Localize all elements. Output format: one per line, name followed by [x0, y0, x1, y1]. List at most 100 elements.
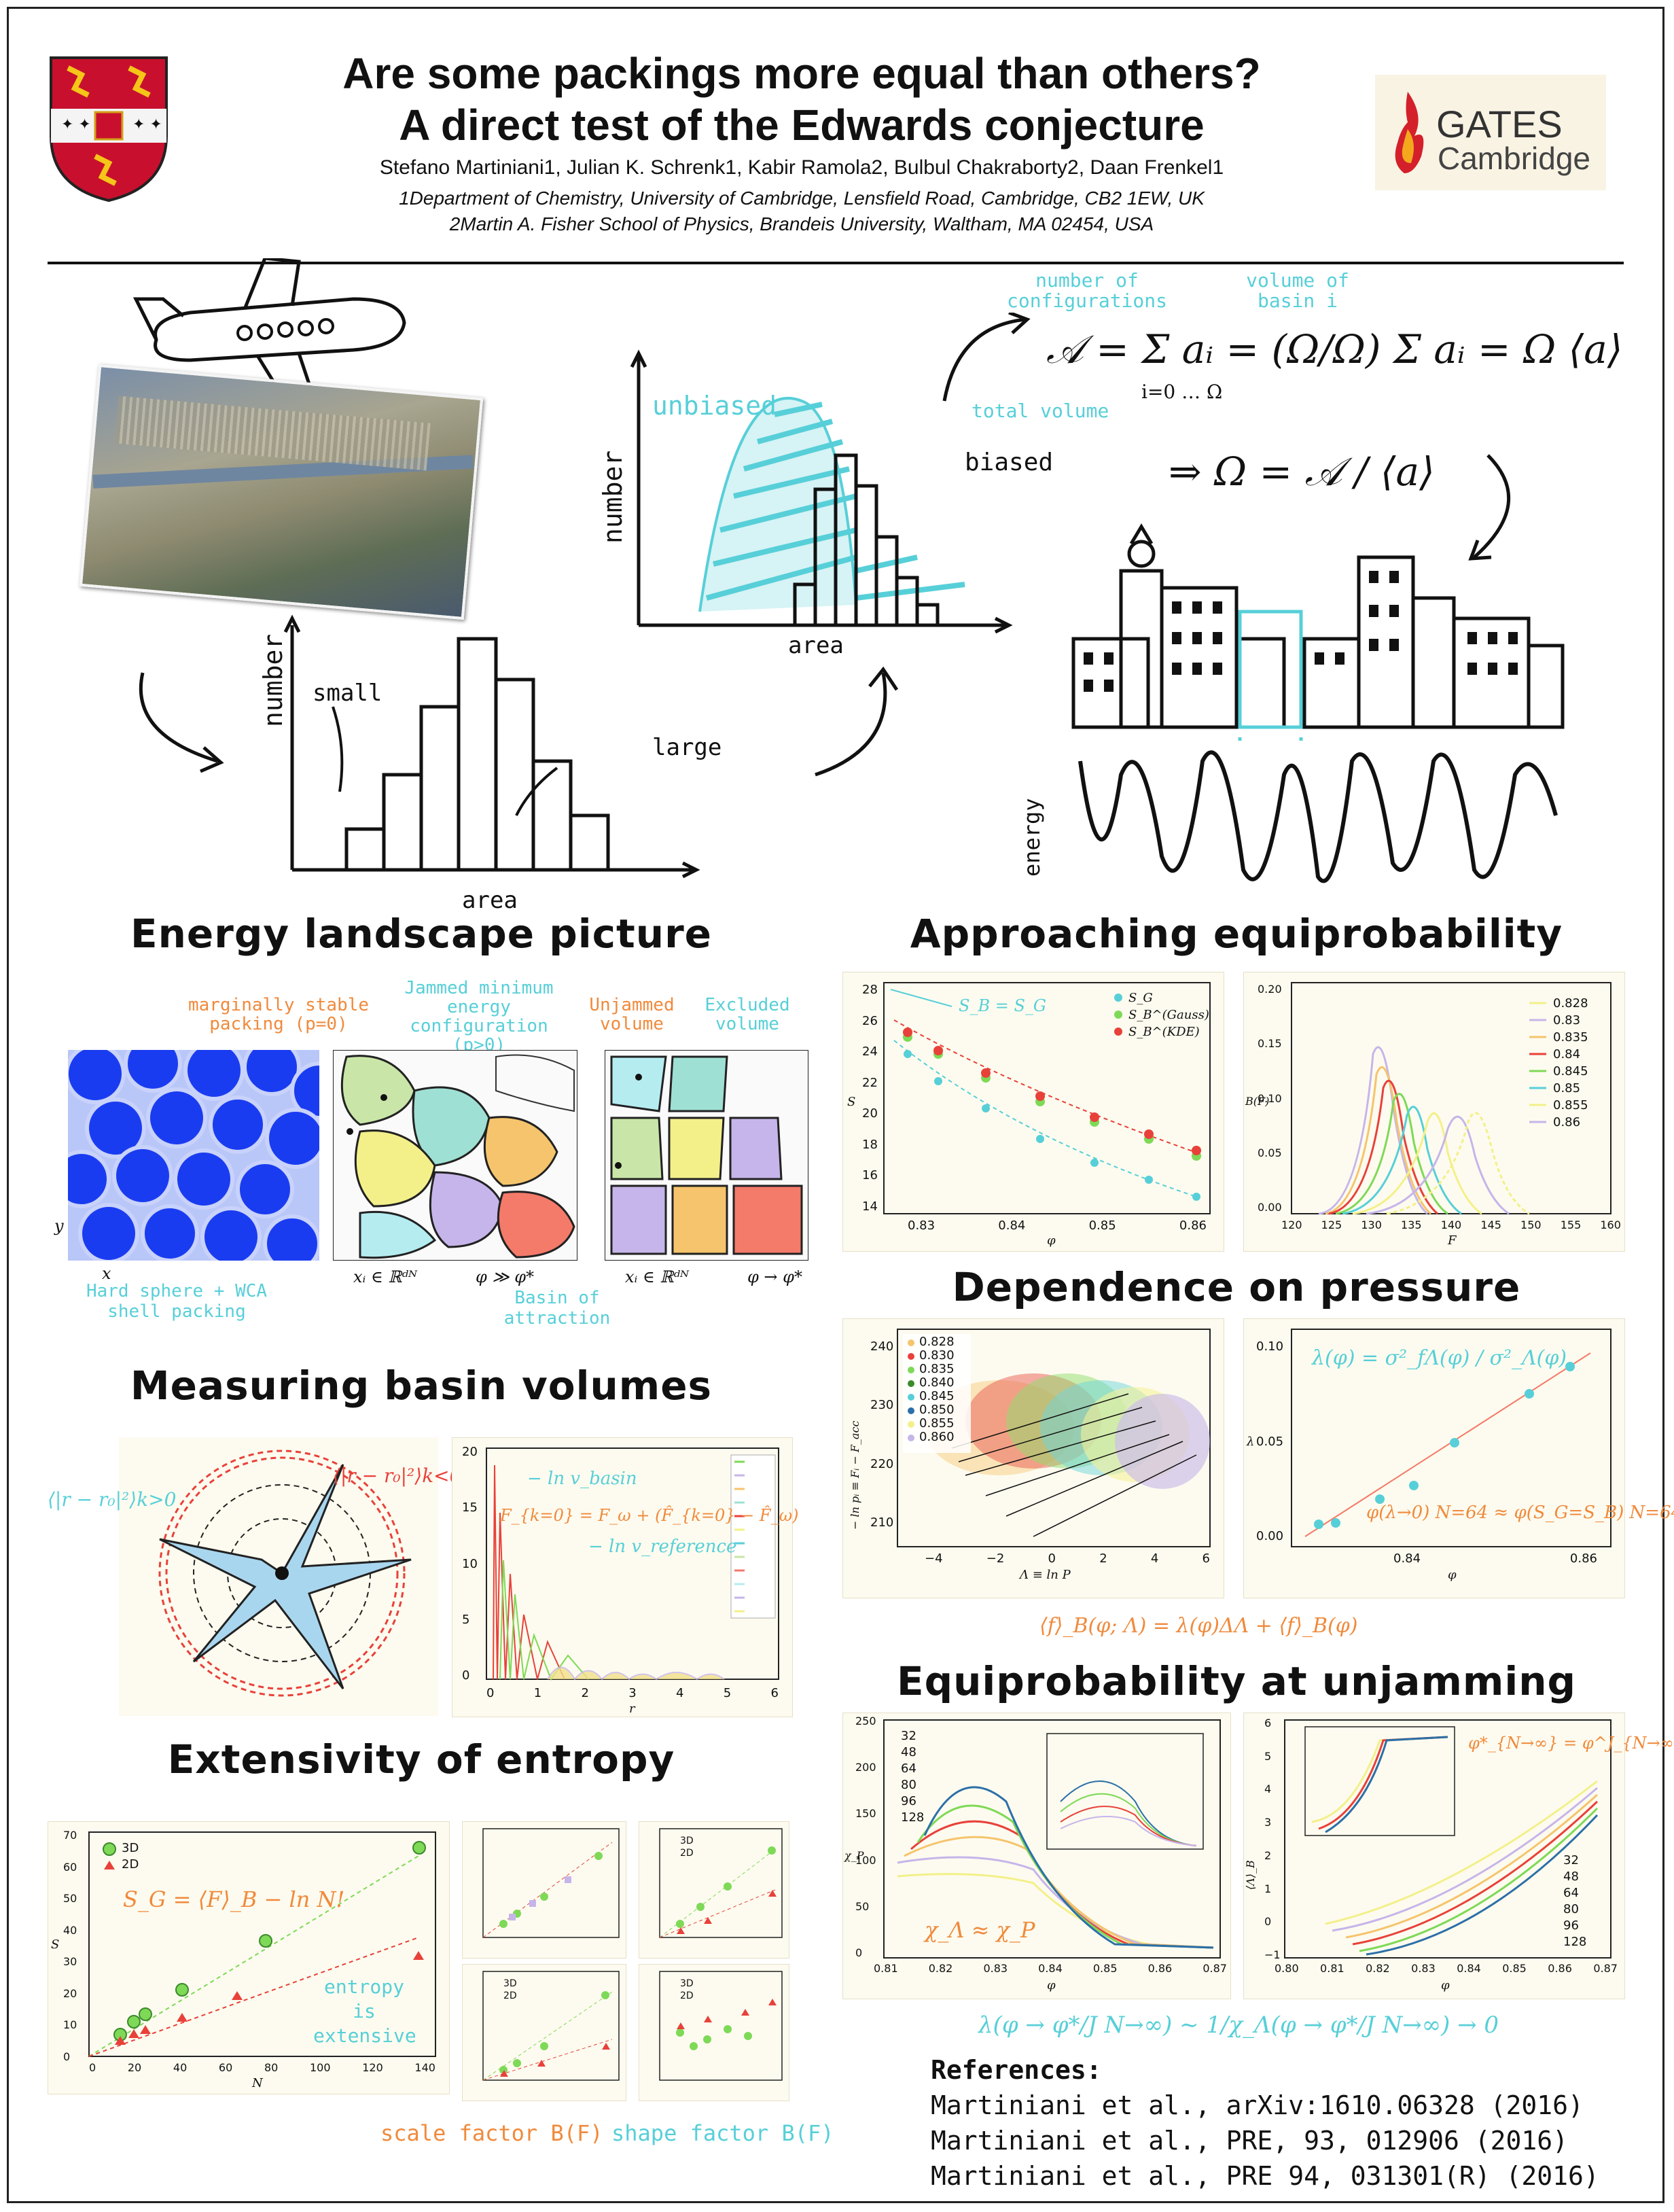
BF-plot: 0.828 0.83 0.835 0.84 0.845 0.85 0.855 0… — [1243, 972, 1625, 1252]
tick: 4 — [1264, 1783, 1272, 1796]
tick: 3 — [1264, 1816, 1272, 1829]
tick: 0.85 — [1092, 1962, 1118, 1975]
chi-xticks: 0.81 0.82 0.83 0.84 0.85 0.86 0.87 — [874, 1962, 1227, 1975]
subplot-sigma: 3D 2D — [462, 1964, 626, 2101]
label-marginal: marginally stable packing (p=0) — [188, 995, 370, 1034]
legend-item: 128 — [901, 1810, 925, 1825]
hist-xlabel: area — [462, 887, 518, 914]
reference-3[interactable]: Martiniani et al., PRE 94, 031301(R) (20… — [931, 2161, 1599, 2191]
tick: 0.87 — [1203, 1962, 1227, 1975]
tick: 80 — [264, 2061, 279, 2074]
tick: 0.86 — [1179, 1218, 1207, 1233]
label-biased: biased — [965, 449, 1054, 476]
legend-item: 48 — [901, 1745, 916, 1759]
free-energy-plot: 0 1 2 3 4 5 6 r 0 5 10 15 20 − ln v_basin F_{k=0} … — [452, 1437, 799, 1717]
arrow-to-buildings — [1468, 454, 1510, 561]
subplot-sigma-svg — [482, 1971, 620, 2081]
tick: 0.85 — [1502, 1962, 1527, 1975]
axis-x: x — [102, 1264, 111, 1283]
tick: 120 — [362, 2061, 383, 2074]
label-xi-1: xᵢ ∈ ℝᵈᴺ — [353, 1267, 418, 1286]
tick: −4 — [925, 1551, 943, 1566]
tick: 145 — [1480, 1218, 1501, 1231]
label-total-volume: total volume — [972, 400, 1109, 422]
legend-item: 96 — [901, 1794, 916, 1808]
lambda-svg — [1291, 1329, 1611, 1547]
hard-sphere-packing — [68, 1050, 319, 1261]
legend-item: S_B^(KDE) — [1128, 1025, 1200, 1039]
entropy-svg — [88, 1831, 436, 2057]
S-vs-phi-plot: S_B = S_G S_G S_B^(Gauss) S_B^(KDE) 0.83… — [842, 972, 1224, 1252]
landscape-map-2 — [605, 1050, 808, 1261]
section-measuring: Measuring basin volumes — [130, 1363, 713, 1409]
phi-equation: φ(λ→0) N=64 ≈ φ(S_G=S_B) N=64 — [1366, 1503, 1674, 1523]
landscape-map-1 — [333, 1050, 577, 1261]
tick: 0.83 — [983, 1962, 1008, 1975]
reference-1[interactable]: Martiniani et al., arXiv:1610.06328 (201… — [931, 2090, 1584, 2120]
pressure-ylabel: − ln pᵢ ≡ Fᵢ − F_acc — [849, 1420, 861, 1530]
legend-item: 64 — [901, 1761, 916, 1776]
tick: 0.05 — [1258, 1146, 1282, 1159]
tick: 0.86 — [1569, 1551, 1597, 1566]
label-ln-vref: − ln v_reference — [588, 1537, 737, 1557]
tick: 0.80 — [1275, 1962, 1299, 1975]
legend-item: 80 — [1563, 1902, 1579, 1916]
legend-item: 128 — [1563, 1935, 1587, 1949]
authors: Stefano Martiniani1, Julian K. Schrenk1,… — [379, 156, 1224, 179]
label-r-gt: ⟨|r − r₀|²⟩k<0 — [333, 1464, 462, 1487]
subplot-S — [462, 1821, 626, 1959]
energy-wave — [1078, 750, 1558, 883]
tick: 100 — [855, 1853, 876, 1867]
gates-line1: GATES — [1436, 103, 1563, 145]
tick: 1 — [1264, 1882, 1272, 1895]
legend-item: 0.86 — [1553, 1115, 1581, 1129]
tick: 135 — [1401, 1218, 1422, 1231]
label-excluded: Excluded volume — [705, 995, 790, 1034]
affiliation-2: 2Martin A. Fisher School of Physics, Bra… — [449, 213, 1154, 234]
svg-text:✦ ✦: ✦ ✦ — [132, 116, 162, 133]
legend-item: 80 — [901, 1778, 916, 1792]
legend-item: 0.855 — [919, 1416, 955, 1430]
label-unbiased: unbiased — [652, 391, 777, 421]
lambda-plot: λ(φ) = σ²_fΛ(φ) / σ²_Λ(φ) φ(λ→0) N=64 ≈ … — [1243, 1318, 1674, 1598]
tick: 150 — [855, 1807, 876, 1821]
tick: 24 — [862, 1044, 878, 1059]
tick: 5 — [462, 1612, 470, 1627]
tick: 22 — [862, 1075, 878, 1090]
legend-item: 0.845 — [919, 1389, 955, 1403]
tick: 0.81 — [874, 1962, 898, 1975]
legend-item: 0.850 — [919, 1403, 955, 1417]
label-scale-factor: scale factor B(F) — [380, 2120, 603, 2146]
S-ylabel: S — [847, 1095, 856, 1109]
unjamming-bottom-equation: λ(φ → φ*/J N→∞) ∼ 1/χ_Λ(φ → φ*/J N→∞) → … — [978, 2012, 1499, 2039]
tick: 1 — [533, 1686, 542, 1700]
legend-2d: 2D — [680, 1990, 694, 2001]
hist-ylabel: number — [258, 633, 288, 727]
chi-ylabel: χ_P — [844, 1849, 864, 1862]
entropy-ylabel: S — [51, 1937, 60, 1952]
S-vs-phi-svg — [883, 982, 1211, 1214]
legend-item: 96 — [1563, 1918, 1579, 1933]
gates-logo: GATES Cambridge — [1375, 75, 1606, 190]
tick: 30 — [63, 1955, 77, 1969]
label-sb-sg: S_B = S_G — [959, 996, 1047, 1015]
tick: 15 — [462, 1500, 478, 1515]
tick: 125 — [1321, 1218, 1342, 1231]
legend-3d: 3D — [680, 1836, 694, 1846]
section-unjamming: Equiprobability at unjamming — [896, 1658, 1577, 1704]
lambda-equation: λ(φ) = σ²_fΛ(φ) / σ²_Λ(φ) — [1312, 1346, 1567, 1370]
tick: 18 — [862, 1137, 878, 1152]
title-line2: A direct test of the Edwards conjecture — [399, 101, 1205, 150]
label-basin-attraction: Basin of attraction — [503, 1288, 611, 1329]
arrow-to-equation — [942, 313, 1031, 402]
chi-svg — [883, 1719, 1221, 1959]
subplot-zeta: 3D 2D — [639, 1964, 789, 2101]
tick: 4 — [676, 1686, 684, 1700]
entropy-note: entropy is extensive — [313, 1976, 416, 2047]
reference-2[interactable]: Martiniani et al., PRE, 93, 012906 (2016… — [931, 2126, 1568, 2156]
lambda-B-ylabel: ⟨Λ⟩_B — [1244, 1860, 1257, 1890]
arrow-photo-to-hist — [139, 672, 224, 773]
lambda-yticks: 0.00 0.05 0.10 — [1256, 1339, 1283, 1543]
lambda-B-xticks: 0.80 0.81 0.82 0.83 0.84 0.85 0.86 0.87 — [1275, 1962, 1618, 1975]
tick: 0.85 — [1088, 1218, 1116, 1233]
